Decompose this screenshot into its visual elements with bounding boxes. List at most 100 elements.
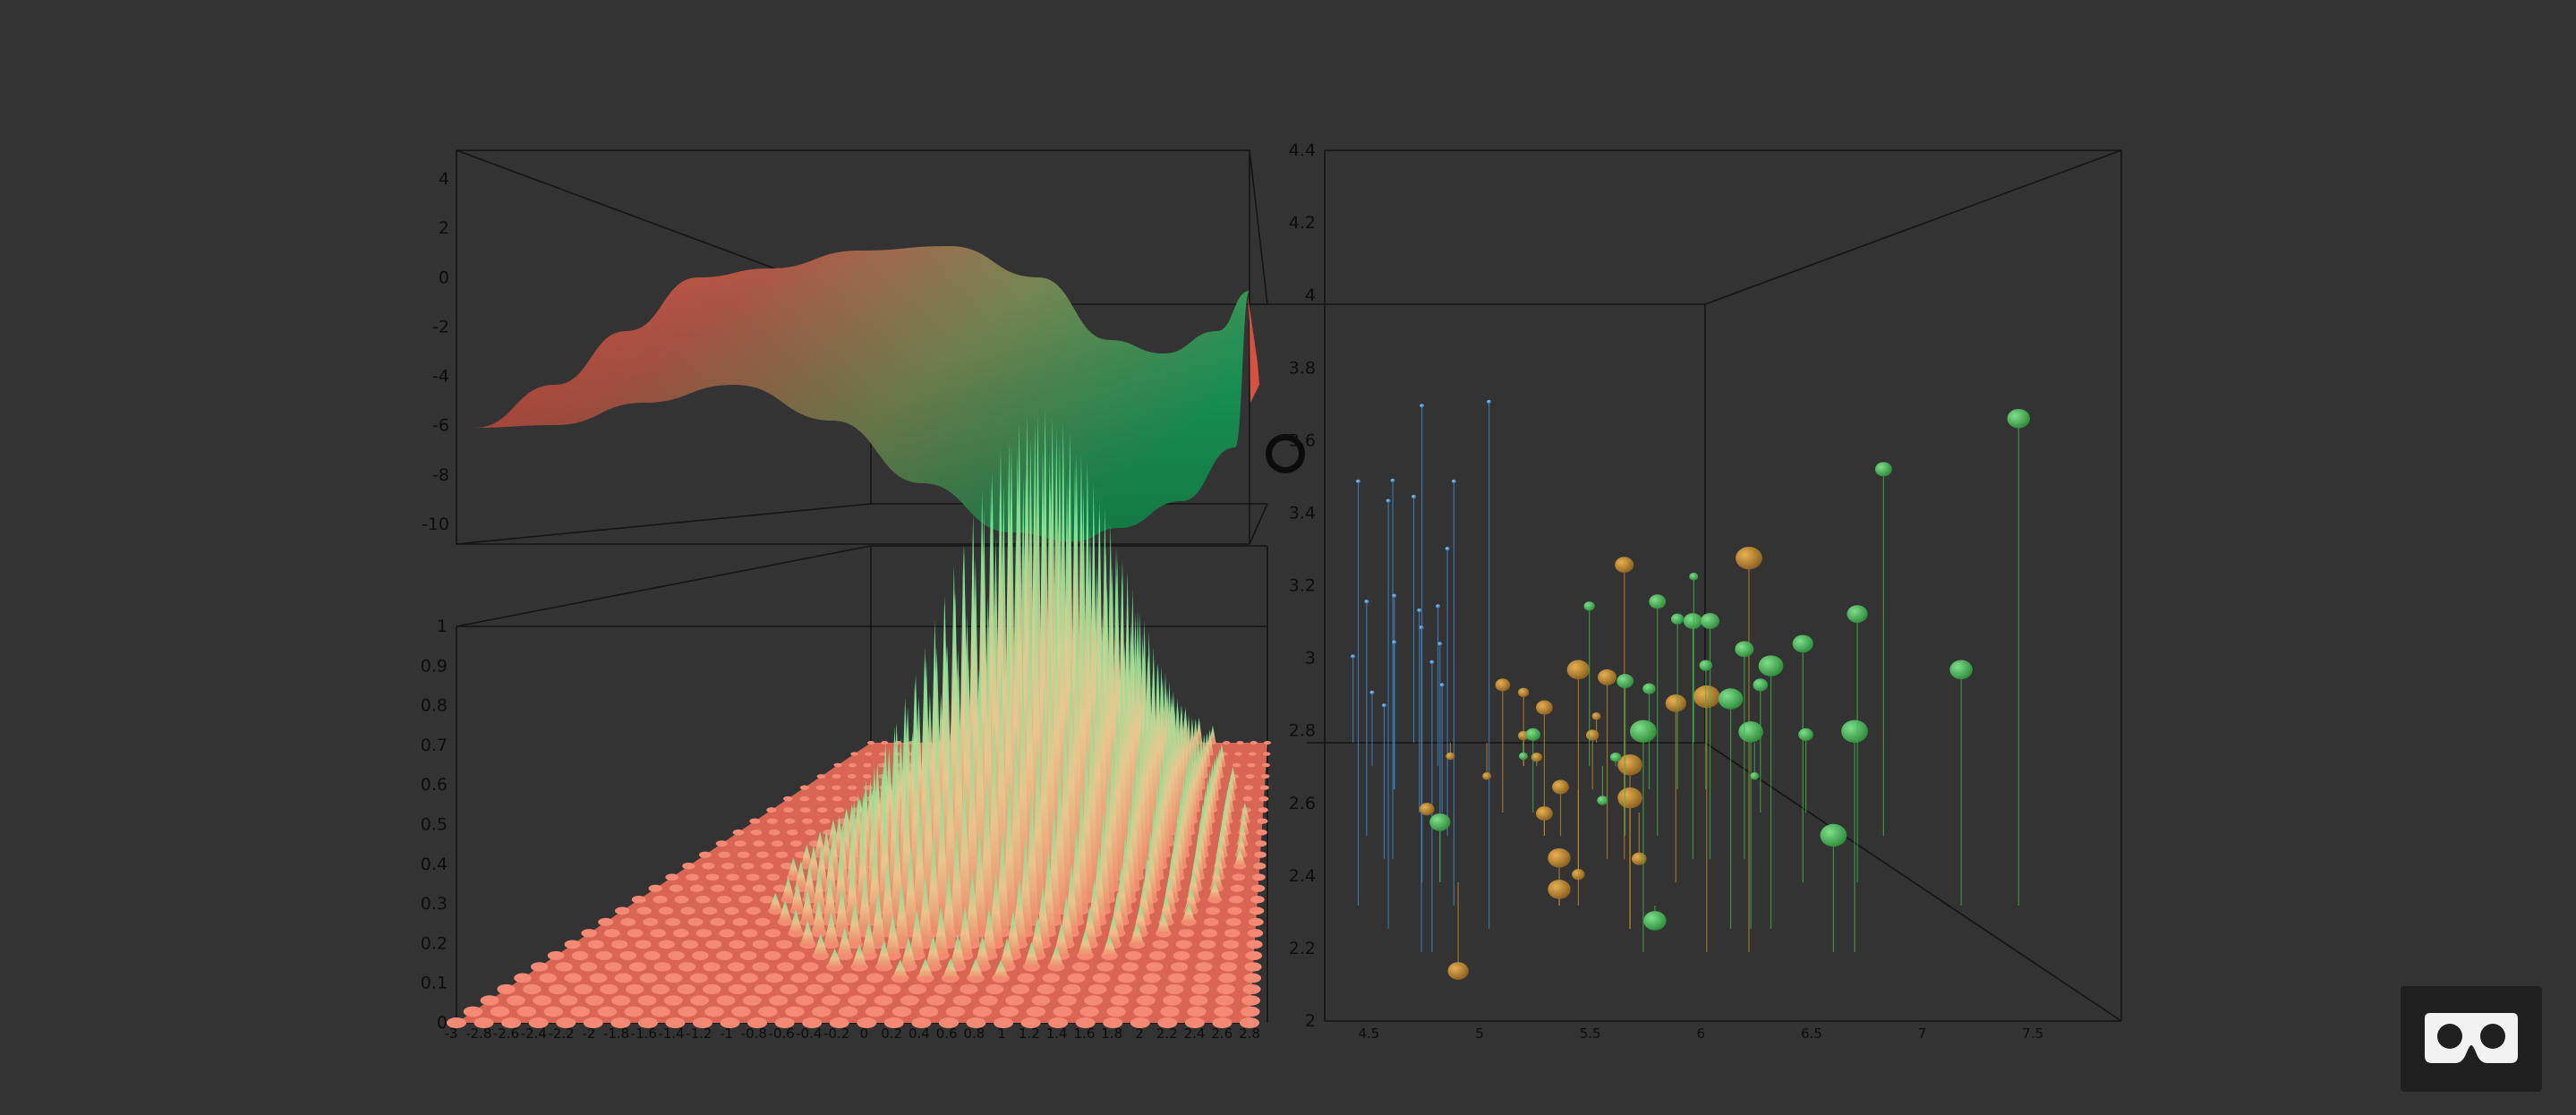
bar-base [637, 995, 657, 1006]
scatter-point-orange [1591, 712, 1601, 720]
bar-base [631, 896, 646, 904]
scatter-point-green [1798, 728, 1813, 741]
bar-base [734, 840, 746, 847]
scatter-point-orange [1552, 779, 1569, 795]
scatter-point-blue [1420, 404, 1425, 408]
bar-base [610, 1017, 631, 1028]
scatter-point-blue [1369, 690, 1375, 694]
surface-y-tick-label: -4 [432, 367, 449, 387]
bar-base [1262, 752, 1271, 756]
bar-base [690, 884, 704, 892]
bar-base [1067, 973, 1086, 983]
scatter-point-blue [1437, 642, 1443, 646]
bar-base [840, 973, 859, 983]
surface-y-tick-label: -10 [422, 515, 449, 534]
scatter-point-green [1750, 772, 1760, 780]
bar-base [1184, 1017, 1205, 1028]
bar-spike [1235, 835, 1247, 855]
bar-base [732, 917, 748, 926]
bar-base [658, 940, 675, 949]
bar-base [728, 983, 747, 994]
bar-base [705, 940, 722, 949]
bar-base [1264, 741, 1271, 745]
scatter-point-orange [1531, 753, 1542, 762]
bar-spike [1196, 717, 1203, 743]
bar-base [1242, 796, 1253, 802]
surface-y-tick-label: -2 [432, 317, 449, 336]
scatter-point-orange [1586, 729, 1599, 741]
bar-base [908, 983, 927, 994]
scatter-point-blue [1364, 600, 1369, 604]
bar-base [789, 840, 802, 847]
bar-base [802, 818, 813, 824]
bar-base [614, 973, 633, 983]
bar-spike [943, 958, 959, 978]
bar-base [891, 1006, 912, 1017]
bar-base [490, 1006, 510, 1017]
scatter-point-green [1753, 678, 1769, 692]
bar-base [1260, 774, 1270, 779]
bar-base [726, 873, 739, 881]
bar-spike [941, 871, 957, 945]
bar-base [1225, 917, 1241, 926]
bar-base [985, 983, 1004, 994]
bar-base [1197, 950, 1215, 960]
bar-base [501, 1017, 522, 1028]
scatter-point-green [2007, 408, 2030, 429]
bar-base [705, 873, 720, 881]
bar-base [900, 995, 919, 1006]
scatter-x-tick-label: 5 [1475, 1026, 1484, 1042]
bar-base [717, 896, 731, 904]
bar-x-tick-label: -2.6 [493, 1026, 519, 1042]
scatter-point-orange [1736, 547, 1762, 570]
bar-base [790, 973, 809, 983]
bar-base [650, 929, 666, 938]
bar-spike [1237, 823, 1248, 844]
bar-base [1246, 940, 1263, 949]
bar-base [556, 1017, 576, 1028]
bar-spike [900, 936, 917, 967]
bar-y-axis: 1 0.9 0.8 0.7 0.6 0.5 0.4 0.3 0.2 0.1 0 [421, 617, 448, 1033]
bar-base [832, 774, 841, 779]
bar-base [1133, 1006, 1153, 1017]
scatter-point-green [1670, 613, 1685, 625]
scatter-points [1351, 399, 2030, 980]
bar-base [764, 929, 781, 938]
bar-x-tick-label: -0.6 [768, 1026, 794, 1042]
bar-base [832, 785, 841, 790]
bar-base [1224, 929, 1241, 938]
bar-base [463, 1006, 483, 1017]
bar-base [1261, 762, 1270, 768]
bar-spike [903, 845, 918, 933]
bar-x-tick-label: -0.2 [823, 1026, 849, 1042]
bar-base [715, 973, 733, 983]
bar-base [862, 774, 872, 779]
bar-spike [1010, 531, 1022, 878]
bar-base [547, 950, 565, 960]
vr-headset-icon[interactable] [2401, 986, 2542, 1092]
scatter-x-tick-label: 4.5 [1359, 1026, 1380, 1042]
bar-base [754, 983, 772, 994]
bar-spike [845, 857, 859, 923]
bar-spike [778, 900, 792, 923]
bar-base [523, 983, 542, 994]
bar-base [802, 1017, 823, 1028]
bar-base [1057, 995, 1077, 1006]
bar-x-tick-label: 2.4 [1184, 1026, 1206, 1042]
bar-base [1075, 1017, 1096, 1028]
bar-spike [1233, 847, 1246, 866]
bar-base [753, 840, 765, 847]
bar-base [678, 1006, 697, 1017]
bar-base [1103, 1017, 1123, 1028]
bar-base [815, 785, 825, 790]
bar-base [704, 1006, 724, 1017]
bar-base [1256, 829, 1267, 836]
bar-base [1258, 796, 1269, 802]
scatter-point-orange [1446, 752, 1455, 761]
bar-base [528, 1017, 549, 1028]
bar-x-tick-label: -3 [445, 1026, 458, 1042]
scatter-point-orange [1447, 962, 1469, 980]
bar-spike [787, 857, 800, 878]
bar-spike [824, 845, 838, 900]
bar-base [1249, 752, 1257, 756]
